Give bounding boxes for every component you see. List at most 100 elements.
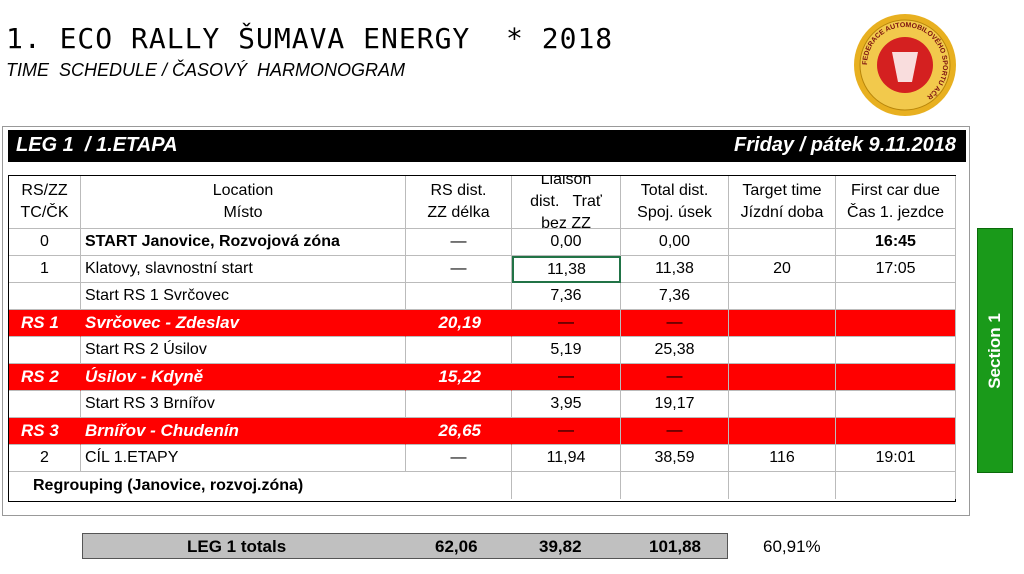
totals-rs: 62,06 (435, 537, 478, 556)
cell (729, 283, 836, 310)
cell (9, 283, 81, 310)
leg-right: Friday / pátek 9.11.2018 (734, 134, 956, 156)
totals-bar: LEG 1 totals 62,06 39,82 101,88 (82, 533, 728, 559)
cell: 19,17 (621, 391, 729, 418)
cell (621, 472, 729, 499)
cell (836, 337, 956, 364)
cell: — (406, 229, 512, 256)
regrouping: Regrouping (Janovice, rozvoj.zóna) (9, 472, 512, 499)
cell: 15,22 (406, 364, 512, 391)
cell: 1 (9, 256, 81, 283)
cell (729, 310, 836, 337)
column-header: Target time Jízdní doba (729, 176, 836, 229)
subtitle: TIME SCHEDULE / ČASOVÝ HARMONOGRAM (6, 60, 406, 80)
header-line: Liaison (540, 176, 592, 188)
cell: 2 (9, 445, 81, 472)
cell: — (621, 364, 729, 391)
header-line: Čas 1. jezdce (847, 204, 944, 221)
cell: 7,36 (512, 283, 621, 310)
cell: 26,65 (406, 418, 512, 445)
header-line: RS/ZZ (21, 182, 68, 199)
totals-liaison: 39,82 (539, 537, 582, 556)
cell: 3,95 (512, 391, 621, 418)
cell: 17:05 (836, 256, 956, 283)
cell (729, 229, 836, 256)
cell: Start RS 2 Úsilov (81, 337, 406, 364)
column-header: Total dist. Spoj. úsek (621, 176, 729, 229)
cell (836, 364, 956, 391)
cell: Start RS 1 Svrčovec (81, 283, 406, 310)
leg-bar: LEG 1 / 1.ETAPA Friday / pátek 9.11.2018 (8, 130, 966, 162)
cell: 0,00 (512, 229, 621, 256)
header-line: First car due (851, 182, 940, 199)
cell: RS 3 (9, 418, 81, 445)
frame (2, 126, 970, 516)
cell: — (406, 256, 512, 283)
cell: CÍL 1.ETAPY (81, 445, 406, 472)
cell: — (512, 310, 621, 337)
cell: 5,19 (512, 337, 621, 364)
cell: 11,38 (621, 256, 729, 283)
totals-percent: 60,91% (763, 537, 821, 556)
cell: — (512, 418, 621, 445)
cell: — (512, 364, 621, 391)
totals-label: LEG 1 totals (187, 537, 287, 556)
cell: 38,59 (621, 445, 729, 472)
header-line: dist. Trať (530, 193, 602, 210)
column-header: Liaison dist. Trať bez ZZ (512, 176, 621, 229)
cell (836, 472, 956, 499)
totals-total: 101,88 (649, 537, 701, 556)
column-header: First car due Čas 1. jezdce (836, 176, 956, 229)
cell: 16:45 (836, 229, 956, 256)
cell (512, 472, 621, 499)
header-line: Target time (742, 182, 822, 199)
cell: 7,36 (621, 283, 729, 310)
cell: Úsilov - Kdyně (81, 364, 406, 391)
cell: 25,38 (621, 337, 729, 364)
cell: Klatovy, slavnostní start (81, 256, 406, 283)
cell: Svrčovec - Zdeslav (81, 310, 406, 337)
cell (406, 391, 512, 418)
cell: 116 (729, 445, 836, 472)
cell: 20 (729, 256, 836, 283)
cell (9, 391, 81, 418)
cell (406, 337, 512, 364)
cell: Start RS 3 Brnířov (81, 391, 406, 418)
section-label: Section 1 (985, 312, 1004, 389)
title: 1. ECO RALLY ŠUMAVA ENERGY * 2018 (6, 22, 614, 55)
cell: 0,00 (621, 229, 729, 256)
header-line: bez ZZ (541, 215, 591, 229)
cell: — (406, 445, 512, 472)
cell (729, 418, 836, 445)
cell (729, 472, 836, 499)
cell: 11,94 (512, 445, 621, 472)
column-header: RS dist. ZZ délka (406, 176, 512, 229)
logo: FEDERACE AUTOMOBILOVÉHO SPORTU AČR (854, 14, 956, 116)
header-line: TC/ČK (20, 204, 69, 221)
cell: 0 (9, 229, 81, 256)
table: RS/ZZ TC/ČK Location Místo RS dist. ZZ délka L… (8, 175, 956, 502)
cell (836, 391, 956, 418)
cell (836, 310, 956, 337)
cell (729, 337, 836, 364)
header-line: Location (212, 182, 274, 199)
section-box: Section 1 (977, 228, 1013, 473)
cell: START Janovice, Rozvojová zóna (81, 229, 406, 256)
column-header: Location Místo (81, 176, 406, 229)
cell (9, 337, 81, 364)
header-line: Jízdní doba (740, 204, 824, 221)
cell: RS 2 (9, 364, 81, 391)
cell: RS 1 (9, 310, 81, 337)
header-line: Spoj. úsek (637, 204, 712, 221)
cell (729, 364, 836, 391)
cell (729, 391, 836, 418)
cell (406, 283, 512, 310)
cell: 19:01 (836, 445, 956, 472)
cell (836, 283, 956, 310)
leg-left: LEG 1 / 1.ETAPA (16, 134, 178, 156)
header-line: Místo (223, 204, 263, 221)
cell: — (621, 418, 729, 445)
cell: — (621, 310, 729, 337)
header-line: RS dist. (430, 182, 487, 199)
